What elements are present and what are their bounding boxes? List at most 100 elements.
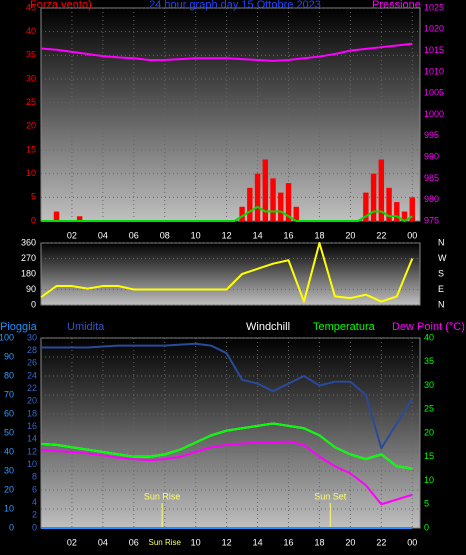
- x-tick-label: 08: [160, 230, 170, 240]
- y-tick-label: 180: [21, 268, 36, 278]
- y-tick-label: 30: [4, 465, 14, 475]
- y-tick-label: 90: [26, 284, 36, 294]
- y-tick-label: 30: [26, 73, 36, 83]
- y2-tick-label: W: [438, 253, 447, 263]
- y2-tick-label: 1000: [424, 109, 444, 119]
- line: [40, 440, 413, 506]
- x-tick-label: 16: [284, 230, 294, 240]
- bar: [53, 211, 60, 221]
- y2-tick-label: 10: [424, 475, 434, 485]
- y2-tick-label: 20: [424, 427, 434, 437]
- bar: [278, 192, 284, 221]
- bar: [363, 192, 369, 221]
- x-tick-label: 18: [314, 230, 324, 240]
- bar: [386, 187, 392, 221]
- y3-tick-label: 4: [32, 497, 37, 507]
- y2-tick-label: 1005: [424, 88, 444, 98]
- x-tick-label: 12: [222, 230, 232, 240]
- y-tick-label: 10: [4, 503, 14, 513]
- legend-label: Umidita: [67, 321, 105, 333]
- y3-tick-label: 8: [32, 472, 37, 482]
- line: [41, 205, 413, 222]
- y3-tick-label: 22: [27, 383, 37, 393]
- y2-tick-label: 985: [424, 173, 439, 183]
- x-tick-label: 20: [345, 537, 355, 547]
- y-tick-label: 10: [26, 168, 36, 178]
- line: [40, 242, 414, 303]
- x-tick-label: 00: [407, 537, 417, 547]
- plot-area: [41, 8, 420, 221]
- x-tick-label: 02: [67, 230, 77, 240]
- bar: [239, 206, 245, 221]
- y2-tick-label: 1010: [424, 66, 444, 76]
- y-tick-label: 90: [4, 351, 14, 361]
- bar: [293, 206, 299, 221]
- y2-tick-label: 990: [424, 151, 439, 161]
- y2-tick-label: 995: [424, 130, 439, 140]
- y-tick-label: 20: [26, 121, 36, 131]
- bar: [378, 159, 385, 221]
- y3-tick-label: 24: [27, 370, 37, 380]
- bar: [394, 202, 400, 221]
- bar: [285, 183, 292, 221]
- line: [41, 342, 414, 450]
- legend-label: Pioggia: [0, 321, 38, 333]
- y2-tick-label: S: [438, 268, 444, 278]
- y-tick-label: 5: [31, 192, 36, 202]
- y2-tick-label: 1015: [424, 45, 444, 55]
- y-tick-label: 60: [4, 408, 14, 418]
- y3-tick-label: 16: [27, 421, 37, 431]
- y-tick-label: 50: [4, 427, 14, 437]
- y2-tick-label: 30: [424, 380, 434, 390]
- y-tick-label: 0: [31, 215, 36, 225]
- x-tick-label: 04: [98, 537, 108, 547]
- y2-tick-label: 35: [424, 356, 434, 366]
- y2-tick-label: N: [438, 299, 445, 309]
- y-tick-label: 35: [26, 50, 36, 60]
- legend-label: Windchill: [246, 321, 290, 333]
- legend-label: Temperatura: [313, 321, 376, 333]
- y2-tick-label: 1020: [424, 24, 444, 34]
- y-tick-label: 70: [4, 389, 14, 399]
- y-axis-label: Forza vento): [30, 0, 92, 11]
- bar: [370, 173, 377, 221]
- y3-tick-label: 6: [32, 484, 37, 494]
- x-tick-label: 22: [376, 230, 386, 240]
- y2-tick-label: 40: [424, 332, 434, 342]
- y2-tick-label: 0: [424, 522, 429, 532]
- y-tick-label: 270: [21, 253, 36, 263]
- y2-tick-label: N: [438, 237, 445, 247]
- y-tick-label: 360: [21, 237, 36, 247]
- x-tick-label: 02: [67, 537, 77, 547]
- bar: [270, 178, 276, 221]
- x-tick-label: 04: [98, 230, 108, 240]
- y-tick-label: 45: [26, 2, 36, 12]
- y-tick-label: 25: [26, 97, 36, 107]
- x-tick-label: 14: [253, 230, 263, 240]
- bar: [247, 187, 253, 221]
- line: [40, 42, 413, 62]
- plot-area: [41, 243, 420, 305]
- legend-label: Dew Point (°C): [392, 321, 465, 333]
- y2-tick-label: 25: [424, 404, 434, 414]
- y3-tick-label: 26: [27, 358, 37, 368]
- y-tick-label: 0: [9, 522, 14, 532]
- annotation: Sun Set: [314, 491, 347, 501]
- chart-title: 24 hour graph day 15 Ottobre 2023: [149, 0, 321, 11]
- bar: [401, 211, 408, 221]
- x-tick-label: 10: [191, 537, 201, 547]
- y3-tick-label: 10: [27, 459, 37, 469]
- x-tick-label: 06: [129, 537, 139, 547]
- y2-tick-label: E: [438, 284, 444, 294]
- x-tick-label: Sun Rise: [149, 538, 182, 547]
- y2-tick-label: 15: [424, 451, 434, 461]
- bar: [254, 173, 261, 221]
- bar: [76, 216, 83, 221]
- y3-tick-label: 12: [27, 446, 37, 456]
- bar: [262, 159, 269, 221]
- x-tick-label: 16: [284, 537, 294, 547]
- y-tick-label: 40: [4, 446, 14, 456]
- annotation: Sun Rise: [144, 491, 181, 501]
- y-tick-label: 20: [4, 484, 14, 494]
